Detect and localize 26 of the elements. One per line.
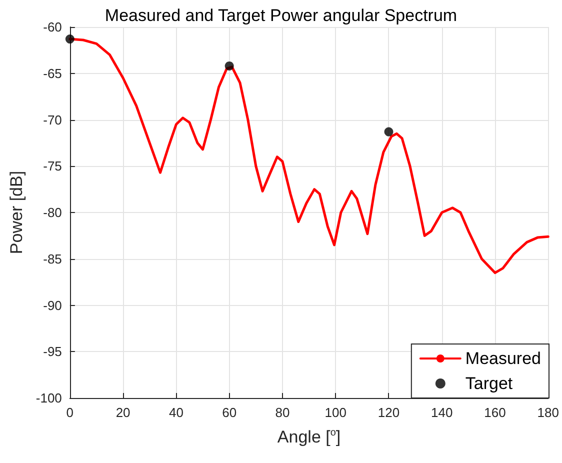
y-tick-label: -70 <box>43 112 62 128</box>
x-tick-label: 20 <box>116 405 130 420</box>
x-tick-label: 100 <box>324 405 346 420</box>
legend-label: Measured <box>465 349 542 368</box>
y-tick-label: -75 <box>43 158 62 174</box>
y-tick-label: -80 <box>43 205 62 220</box>
y-tick-label: -90 <box>43 298 62 313</box>
y-tick-label: -85 <box>43 251 62 266</box>
x-tick-label: 140 <box>431 405 453 420</box>
x-tick-label: 40 <box>168 405 184 420</box>
chart-title: Measured and Target Power angular Spectrum <box>104 6 458 25</box>
legend-label: Target <box>465 374 513 393</box>
x-tick-label: 160 <box>484 405 506 420</box>
y-tick-label: -60 <box>43 20 62 34</box>
x-tick-label: 180 <box>537 405 560 420</box>
y-tick-label: -65 <box>43 66 62 81</box>
point <box>224 61 234 70</box>
point <box>384 127 394 136</box>
point <box>65 34 74 44</box>
x-tick-label: 80 <box>275 405 290 420</box>
y-axis-title: Power [dB] <box>7 170 26 254</box>
x-tick-label: 0 <box>66 405 74 420</box>
x-tick-label: 120 <box>378 405 400 420</box>
x-tick-label: 60 <box>222 405 237 420</box>
y-tick-label: -95 <box>43 344 62 360</box>
y-tick-label: -100 <box>36 390 62 406</box>
